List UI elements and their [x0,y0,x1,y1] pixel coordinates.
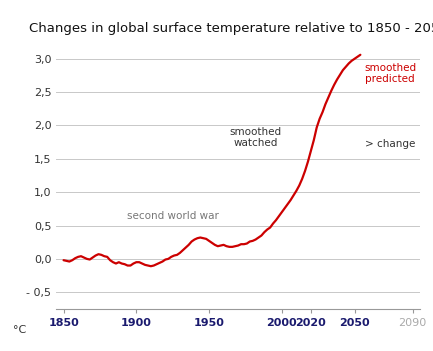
Title: Changes in global surface temperature relative to 1850 - 2055: Changes in global surface temperature re… [29,22,433,35]
Text: > change: > change [365,139,415,149]
Text: smoothed
watched: smoothed watched [229,127,282,148]
Text: smoothed
predicted: smoothed predicted [365,63,417,84]
Text: second world war: second world war [127,211,219,221]
Text: °C: °C [13,325,26,335]
